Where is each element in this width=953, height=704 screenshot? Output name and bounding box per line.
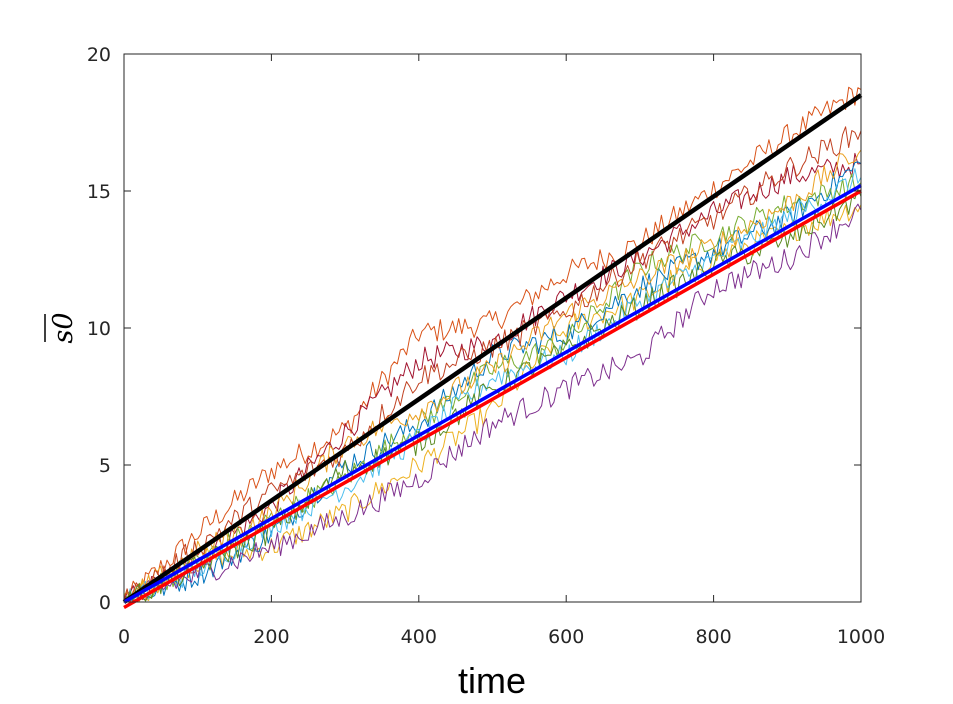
x-axis-label: time [458,660,526,701]
y-tick-label: 5 [99,455,111,477]
y-axis-label: s0 [48,312,79,343]
plot-area [124,54,861,602]
y-tick-label: 15 [87,181,111,203]
y-tick-label: 10 [87,318,111,340]
series-layer [122,86,863,610]
x-tick-label: 400 [401,626,437,648]
x-tick-label: 800 [695,626,731,648]
fit-line-12 [123,189,862,610]
x-tick-label: 1000 [837,626,885,648]
x-tick-label: 0 [118,626,130,648]
x-tick-label: 200 [253,626,289,648]
y-axis-label-group: s0 [44,312,79,344]
y-tick-label: 0 [99,592,111,614]
sample-path-0 [123,86,862,603]
fit-line-10 [122,93,863,604]
axes-layer: 0 200 400 600 800 1000 0 5 10 15 20 [87,44,885,648]
sample-path-5 [123,168,862,603]
x-tick-label: 600 [548,626,584,648]
sample-path-8 [123,126,862,603]
fit-line-11 [123,183,862,604]
sample-path-6 [124,203,862,603]
y-tick-label: 20 [87,44,111,66]
